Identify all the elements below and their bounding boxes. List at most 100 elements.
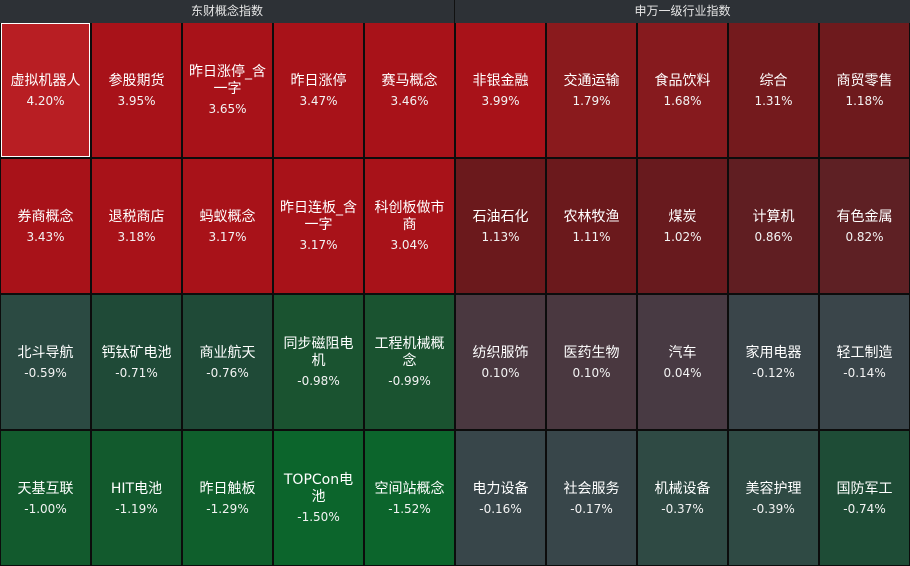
tile-change-percent: 3.95%	[117, 93, 156, 108]
tile-change-percent: 3.04%	[390, 238, 429, 252]
heatmap-tile[interactable]: 家用电器 -0.12%	[729, 295, 818, 429]
industry-index-panel: 申万一级行业指数 非银金融 3.99% 交通运输 1.79% 食品饮料 1.68% 综合 1.…	[455, 0, 910, 566]
tile-grid: 非银金融 3.99% 交通运输 1.79% 食品饮料 1.68% 综合 1.31% 商贸零售 1.…	[455, 23, 910, 566]
heatmap-tile[interactable]: 石油石化 1.13%	[456, 159, 545, 293]
heatmap-tile[interactable]: 综合 1.31%	[729, 23, 818, 157]
tile-change-percent: -0.71%	[115, 365, 158, 380]
heatmap-tile[interactable]: 退税商店 3.18%	[92, 159, 181, 293]
tile-name: 医药生物	[563, 344, 620, 361]
tile-name: 有色金属	[836, 208, 893, 225]
heatmap-tile[interactable]: 昨日触板 -1.29%	[183, 431, 272, 565]
tile-name: 钙钛矿电池	[101, 344, 172, 361]
heatmap-tile[interactable]: 食品饮料 1.68%	[638, 23, 727, 157]
heatmap-tile[interactable]: 昨日涨停 3.47%	[274, 23, 363, 157]
tile-change-percent: 3.47%	[299, 93, 338, 108]
tile-change-percent: 1.11%	[572, 229, 611, 244]
tile-name: 退税商店	[108, 208, 165, 225]
tile-name: 交通运输	[563, 72, 620, 89]
heatmap-tile[interactable]: 国防军工 -0.74%	[820, 431, 909, 565]
heatmap-tile[interactable]: 参股期货 3.95%	[92, 23, 181, 157]
panel-title: 东财概念指数	[0, 0, 455, 23]
heatmap-tile[interactable]: 美容护理 -0.39%	[729, 431, 818, 565]
heatmap-tile[interactable]: 商贸零售 1.18%	[820, 23, 909, 157]
tile-change-percent: -0.14%	[843, 365, 886, 380]
tile-name: 综合	[759, 72, 788, 89]
tile-name: 昨日触板	[199, 480, 256, 497]
heatmap-tile[interactable]: 农林牧渔 1.11%	[547, 159, 636, 293]
heatmap-tile[interactable]: 有色金属 0.82%	[820, 159, 909, 293]
concept-index-panel: 东财概念指数 虚拟机器人 4.20% 参股期货 3.95% 昨日涨停_含一字 3.65% 昨…	[0, 0, 455, 566]
tile-change-percent: 3.46%	[390, 93, 429, 108]
heatmap-tile[interactable]: 同步磁阻电机 -0.98%	[274, 295, 363, 429]
tile-name: 煤炭	[668, 208, 697, 225]
heatmap-tile[interactable]: 工程机械概念 -0.99%	[365, 295, 454, 429]
tile-name: 纺织服饰	[472, 344, 529, 361]
heatmap-tile[interactable]: 昨日涨停_含一字 3.65%	[183, 23, 272, 157]
heatmap-tile[interactable]: 昨日连板_含一字 3.17%	[274, 159, 363, 293]
tile-name: 同步磁阻电机	[283, 336, 354, 369]
heatmap-tile[interactable]: 煤炭 1.02%	[638, 159, 727, 293]
heatmap-tile[interactable]: 电力设备 -0.16%	[456, 431, 545, 565]
tile-name: 工程机械概念	[374, 336, 445, 369]
heatmap-tile[interactable]: HIT电池 -1.19%	[92, 431, 181, 565]
tile-change-percent: 3.17%	[208, 229, 247, 244]
tile-name: TOPCon电池	[283, 472, 354, 505]
tile-name: 石油石化	[472, 208, 529, 225]
heatmap-tile[interactable]: 医药生物 0.10%	[547, 295, 636, 429]
tile-change-percent: 0.10%	[572, 365, 611, 380]
tile-change-percent: -0.76%	[206, 365, 249, 380]
heatmap-tile[interactable]: 赛马概念 3.46%	[365, 23, 454, 157]
tile-change-percent: -0.74%	[843, 501, 886, 516]
tile-name: 计算机	[752, 208, 795, 225]
heatmap-tile[interactable]: 汽车 0.04%	[638, 295, 727, 429]
tile-change-percent: 0.10%	[481, 365, 520, 380]
tile-change-percent: 0.86%	[754, 229, 793, 244]
heatmap-tile[interactable]: 蚂蚁概念 3.17%	[183, 159, 272, 293]
tile-name: 蚂蚁概念	[199, 208, 256, 225]
heatmap-tile[interactable]: 科创板做市商 3.04%	[365, 159, 454, 293]
heatmap-tile[interactable]: 社会服务 -0.17%	[547, 431, 636, 565]
tile-change-percent: 3.43%	[26, 229, 65, 244]
tile-change-percent: -0.17%	[570, 501, 613, 516]
tile-name: HIT电池	[110, 480, 163, 497]
tile-name: 天基互联	[17, 480, 74, 497]
heatmap-tile[interactable]: 纺织服饰 0.10%	[456, 295, 545, 429]
heatmap-tile[interactable]: 商业航天 -0.76%	[183, 295, 272, 429]
heatmap-tile[interactable]: 北斗导航 -0.59%	[1, 295, 90, 429]
heatmap-tile[interactable]: 非银金融 3.99%	[456, 23, 545, 157]
tile-name: 家用电器	[745, 344, 802, 361]
tile-name: 昨日连板_含一字	[280, 200, 357, 233]
heatmap-tile[interactable]: 天基互联 -1.00%	[1, 431, 90, 565]
heatmap-tile[interactable]: 机械设备 -0.37%	[638, 431, 727, 565]
tile-name: 美容护理	[745, 480, 802, 497]
tile-name: 北斗导航	[17, 344, 74, 361]
tile-change-percent: 0.04%	[663, 365, 702, 380]
heatmap-tile[interactable]: 空间站概念 -1.52%	[365, 431, 454, 565]
tile-change-percent: 3.99%	[481, 93, 520, 108]
tile-name: 商贸零售	[836, 72, 893, 89]
heatmap-tile[interactable]: TOPCon电池 -1.50%	[274, 431, 363, 565]
tile-change-percent: -0.99%	[388, 374, 431, 388]
heatmap-tile[interactable]: 交通运输 1.79%	[547, 23, 636, 157]
tile-name: 昨日涨停_含一字	[189, 64, 266, 97]
tile-name: 科创板做市商	[374, 200, 445, 233]
tile-name: 轻工制造	[836, 344, 893, 361]
tile-name: 食品饮料	[654, 72, 711, 89]
tile-name: 农林牧渔	[563, 208, 620, 225]
heatmap-tile[interactable]: 轻工制造 -0.14%	[820, 295, 909, 429]
tile-name: 参股期货	[108, 72, 165, 89]
tile-name: 机械设备	[654, 480, 711, 497]
heatmap-tile[interactable]: 钙钛矿电池 -0.71%	[92, 295, 181, 429]
heatmap-tile[interactable]: 虚拟机器人 4.20%	[1, 23, 90, 157]
tile-change-percent: 4.20%	[26, 93, 65, 108]
tile-change-percent: 3.17%	[299, 238, 338, 252]
tile-name: 商业航天	[199, 344, 256, 361]
tile-change-percent: -0.12%	[752, 365, 795, 380]
tile-change-percent: 1.79%	[572, 93, 611, 108]
heatmap-tile[interactable]: 计算机 0.86%	[729, 159, 818, 293]
tile-change-percent: 0.82%	[845, 229, 884, 244]
heatmap-tile[interactable]: 券商概念 3.43%	[1, 159, 90, 293]
tile-change-percent: 1.68%	[663, 93, 702, 108]
tile-name: 电力设备	[472, 480, 529, 497]
